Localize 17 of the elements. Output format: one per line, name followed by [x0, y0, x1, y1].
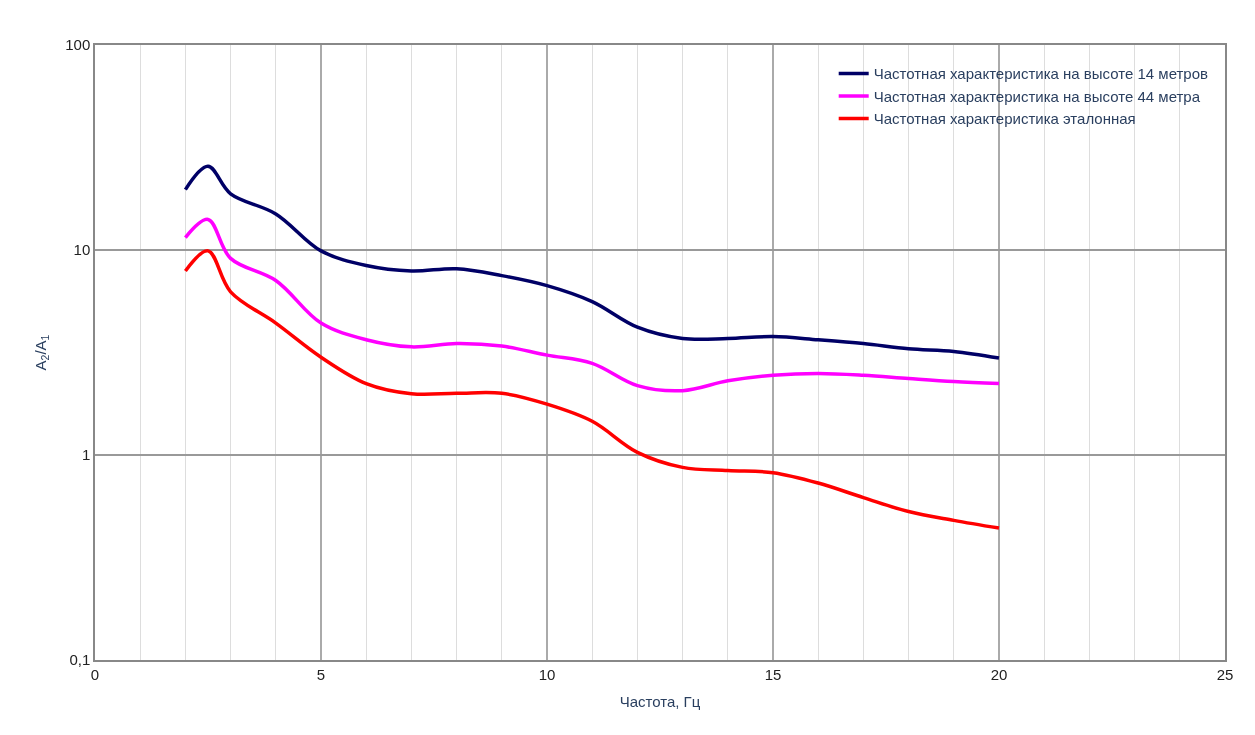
x-tick-label: 0 [90, 665, 100, 683]
line-series [183, 164, 1001, 360]
x-tick-label: 25 [1216, 665, 1234, 683]
y-tick-label: 10 [73, 241, 91, 259]
x-tick-label: 15 [764, 665, 782, 683]
legend-label: Частотная характеристика на высоте 14 метров [873, 65, 1209, 83]
x-axis-title: Частота, Гц [619, 693, 701, 711]
line-series [183, 249, 1001, 530]
x-tick-label: 10 [538, 665, 556, 683]
legend-label: Частотная характеристика на высоте 44 метра [873, 87, 1201, 105]
y-tick-label: 1 [81, 446, 91, 464]
x-tick-label: 20 [990, 665, 1008, 683]
legend-label: Частотная характеристика эталонная [873, 110, 1136, 128]
x-tick-label: 5 [316, 665, 326, 683]
line-series [183, 217, 1001, 393]
y-tick-label: 0,1 [69, 651, 91, 669]
y-tick-label: 100 [65, 36, 91, 54]
